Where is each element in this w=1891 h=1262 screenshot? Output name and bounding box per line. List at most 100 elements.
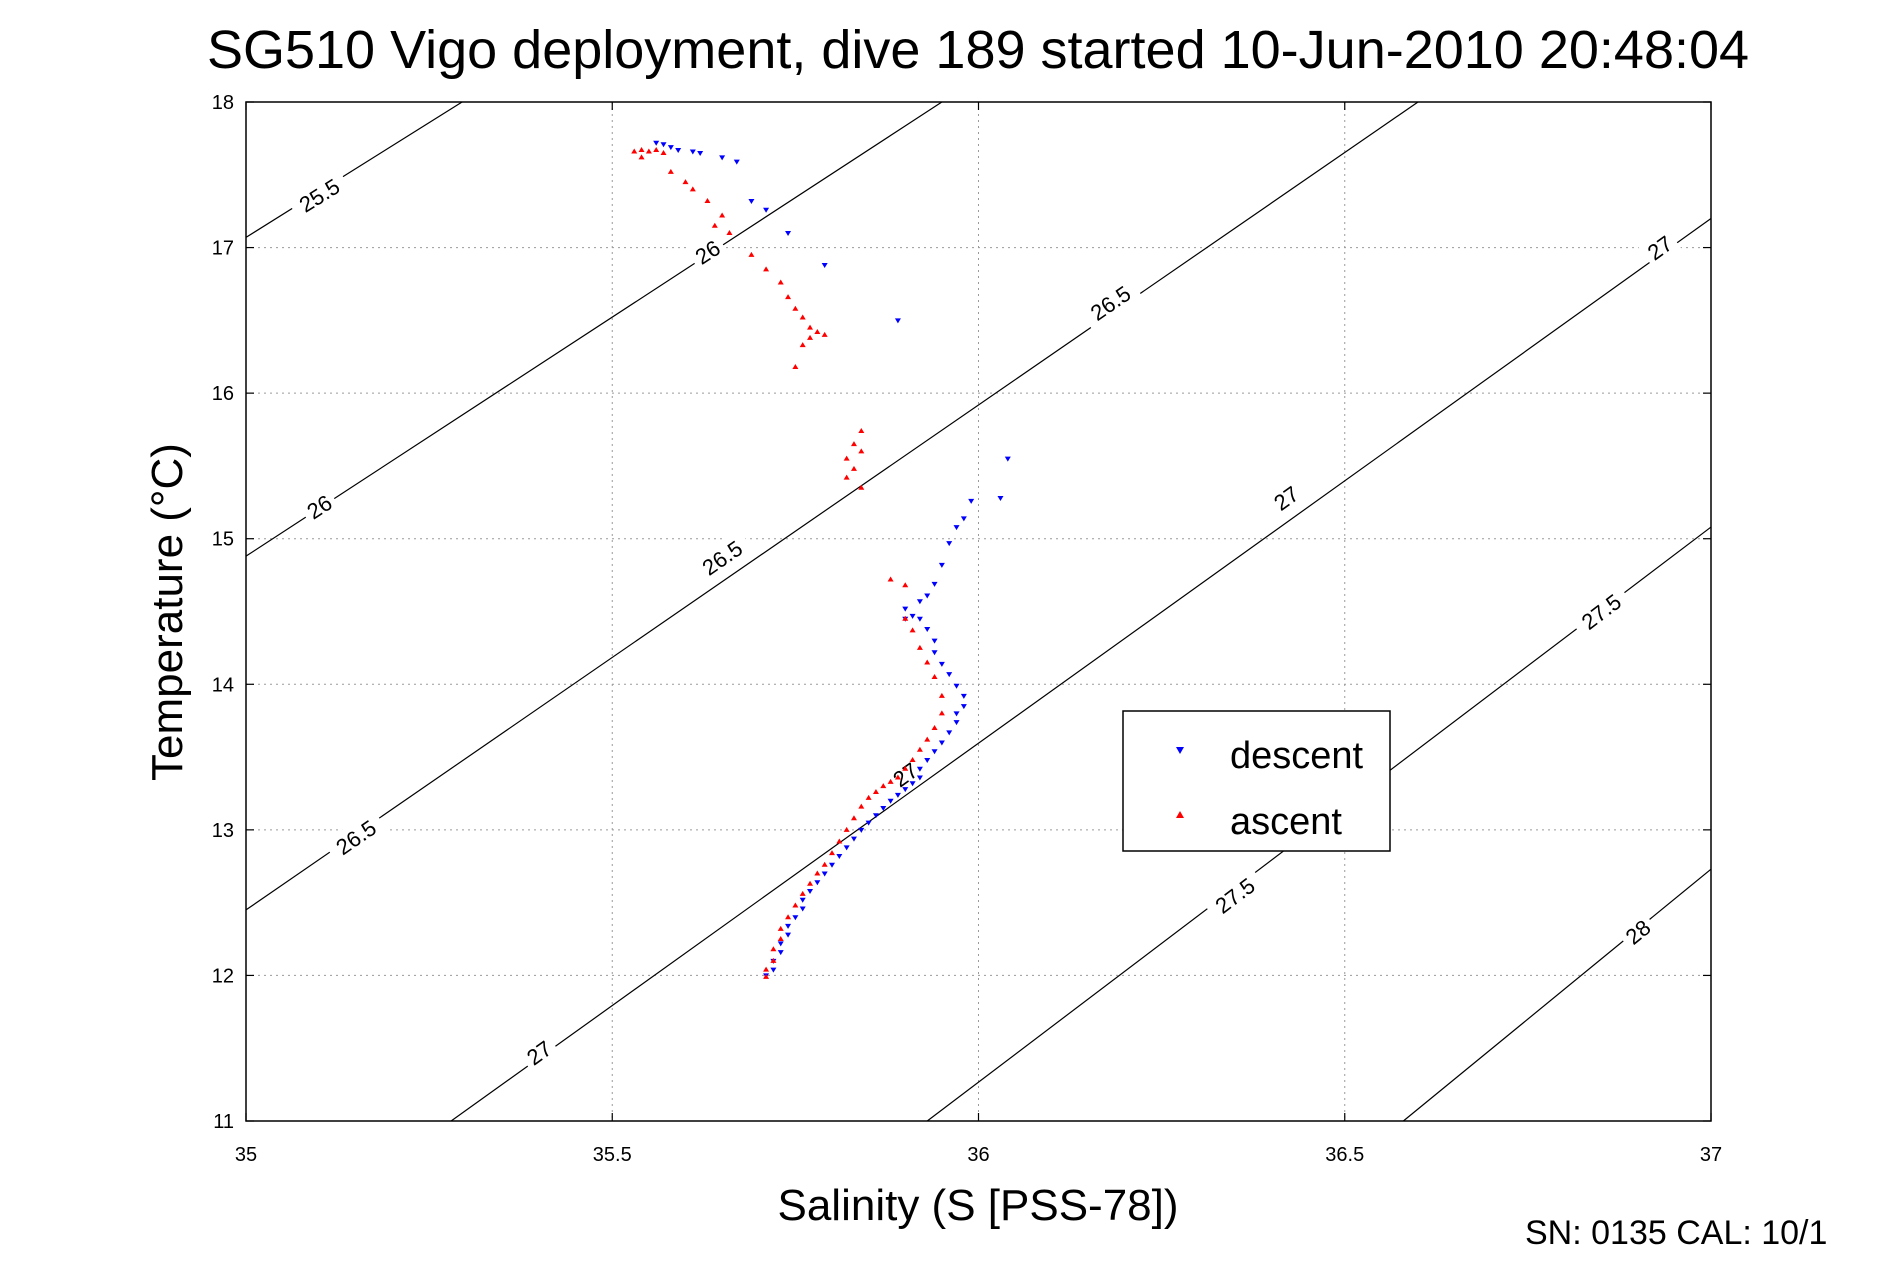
- ascent-point: [887, 778, 894, 784]
- ascent-point: [777, 279, 784, 285]
- descent-point: [792, 915, 799, 921]
- descent-point: [894, 318, 901, 324]
- ascent-point: [894, 774, 901, 780]
- isopycnal-line: [450, 217, 1712, 1122]
- points-layer: [631, 140, 1011, 979]
- legend-ascent-marker: [1176, 811, 1184, 818]
- descent-point: [836, 854, 843, 860]
- ascent-point: [667, 168, 674, 174]
- ascent-point: [645, 148, 652, 154]
- ascent-point: [748, 251, 755, 257]
- ascent-point: [902, 615, 909, 621]
- descent-point: [916, 616, 923, 622]
- descent-point: [909, 613, 916, 619]
- descent-point: [894, 792, 901, 798]
- descent-point: [953, 525, 960, 531]
- ascent-point: [843, 826, 850, 832]
- ascent-point: [821, 331, 828, 337]
- x-tick-label: 35.5: [593, 1144, 632, 1166]
- ascent-point: [792, 902, 799, 908]
- descent-point: [697, 150, 704, 156]
- descent-point: [785, 231, 792, 237]
- x-tick-label: 36.5: [1325, 1144, 1364, 1166]
- descent-point: [960, 516, 967, 522]
- ascent-point: [931, 674, 938, 680]
- ascent-point: [843, 455, 850, 461]
- descent-point: [821, 871, 828, 877]
- ascent-point: [711, 222, 718, 228]
- ascent-point: [807, 880, 814, 886]
- descent-point: [733, 159, 740, 165]
- ascent-point: [770, 957, 777, 963]
- ascent-point: [799, 342, 806, 348]
- descent-point: [916, 599, 923, 605]
- ascent-point: [887, 576, 894, 582]
- descent-point: [968, 498, 975, 504]
- descent-point: [946, 541, 953, 547]
- descent-point: [785, 932, 792, 938]
- descent-point: [938, 661, 945, 667]
- ascent-point: [799, 314, 806, 320]
- descent-point: [719, 155, 726, 161]
- isopycnal-line: [245, 101, 943, 557]
- descent-point: [814, 880, 821, 886]
- descent-point: [689, 149, 696, 155]
- y-tick-label: 15: [212, 529, 234, 551]
- ascent-point: [689, 186, 696, 192]
- descent-point: [865, 820, 872, 826]
- descent-point: [829, 862, 835, 868]
- descent-point: [931, 638, 938, 644]
- descent-point: [997, 495, 1004, 501]
- descent-point: [946, 672, 953, 678]
- y-tick-label: 18: [212, 92, 234, 114]
- ascent-point: [880, 783, 887, 789]
- ascent-point: [763, 966, 770, 972]
- descent-point: [858, 827, 865, 833]
- descent-point: [799, 897, 806, 903]
- isopycnal-label-mask: [297, 485, 342, 528]
- ascent-point: [770, 946, 777, 952]
- isopycnal-label-mask: [689, 529, 755, 587]
- descent-point: [902, 787, 909, 793]
- ascent-point: [638, 154, 645, 160]
- x-axis-label: Salinity (S [PSS-78]): [777, 1181, 1178, 1230]
- descent-point: [924, 593, 931, 599]
- ascent-point: [858, 427, 865, 433]
- descent-point: [667, 145, 674, 151]
- isopycnal-line: [245, 101, 463, 238]
- descent-point: [660, 142, 667, 148]
- legend-box: [1122, 710, 1391, 852]
- isopycnal-line: [1402, 868, 1712, 1122]
- descent-point: [909, 781, 916, 787]
- descent-point: [960, 704, 967, 710]
- ascent-point: [924, 736, 931, 742]
- descent-point: [902, 606, 909, 612]
- isopycnal-label-mask: [1077, 274, 1143, 332]
- descent-point: [931, 749, 938, 755]
- ascent-point: [909, 756, 916, 762]
- chart-title: SG510 Vigo deployment, dive 189 started …: [207, 20, 1749, 80]
- ascent-point: [807, 324, 814, 330]
- ascent-point: [638, 147, 645, 153]
- descent-point: [807, 888, 814, 894]
- descent-point: [777, 941, 784, 947]
- isopycnal-label-mask: [286, 167, 353, 223]
- ascent-point: [785, 914, 792, 920]
- descent-point: [1004, 456, 1011, 462]
- descent-point: [953, 683, 960, 689]
- y-tick-label: 12: [212, 965, 234, 987]
- descent-point: [770, 967, 777, 973]
- descent-point: [777, 950, 784, 956]
- ascent-point: [858, 484, 865, 490]
- plot-background: [246, 102, 1711, 1121]
- descent-point: [953, 720, 960, 726]
- descent-point: [946, 730, 953, 736]
- ascent-point: [763, 266, 770, 272]
- legend-ascent-label: ascent: [1230, 801, 1342, 843]
- ascent-point: [916, 644, 923, 650]
- ascent-point: [843, 474, 850, 480]
- x-tick-label: 35: [235, 1144, 257, 1166]
- x-tick-label: 36: [967, 1144, 989, 1166]
- y-tick-label: 17: [212, 238, 234, 260]
